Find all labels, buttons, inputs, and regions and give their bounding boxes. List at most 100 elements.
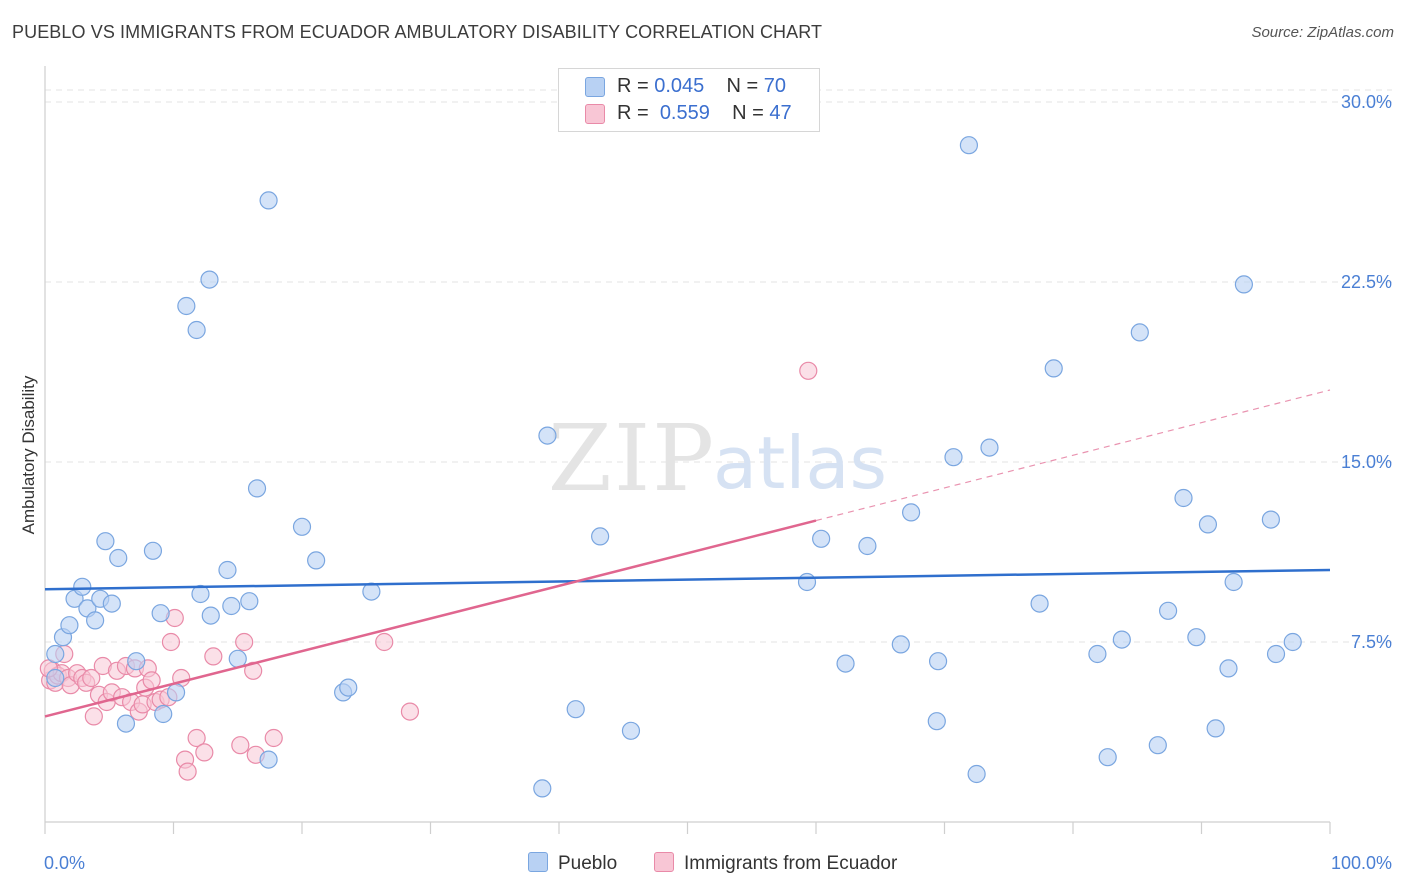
watermark: ZIP atlas (548, 405, 887, 512)
pueblo-point (836, 654, 855, 673)
pueblo-point (154, 704, 173, 724)
pueblo-point (1158, 601, 1178, 620)
pueblo-point (1098, 748, 1117, 767)
pueblo-point (928, 652, 948, 671)
pueblo-point (339, 678, 358, 697)
pueblo-point (240, 592, 259, 611)
legend-n-value-ecuador: 47 (769, 102, 792, 124)
pueblo-points (46, 136, 1302, 798)
pueblo-point (201, 606, 220, 625)
pueblo-point (143, 541, 163, 560)
bottom-legend-pueblo: Pueblo (528, 852, 617, 875)
source-credit: Source: ZipAtlas.com (1251, 24, 1394, 41)
pueblo-point (200, 270, 219, 289)
pueblo-point (222, 596, 241, 616)
x-tick-label: 0.0% (44, 853, 85, 873)
pueblo-point (1088, 644, 1107, 664)
pueblo-point (858, 536, 877, 556)
legend-r-label: R = (617, 102, 655, 124)
ecuador-point (799, 361, 818, 380)
pueblo-point (1130, 323, 1149, 342)
pueblo-point (1261, 510, 1280, 529)
ecuador-point (264, 728, 283, 748)
pueblo-point (46, 644, 65, 664)
pueblo-point (218, 560, 237, 580)
y-tick-label: 15.0% (1341, 452, 1392, 472)
ecuador-point (400, 702, 420, 721)
ecuador-point (204, 647, 223, 666)
grid-lines (45, 89, 1392, 643)
bottom-legend-label-pueblo: Pueblo (558, 853, 618, 874)
pueblo-point (812, 529, 831, 548)
pueblo-point (177, 296, 196, 316)
pueblo-point (307, 551, 326, 570)
pueblo-point (621, 721, 641, 740)
legend-r-value-ecuador: 0.559 (659, 102, 710, 124)
pueblo-point (967, 764, 986, 784)
pueblo-point (1112, 630, 1131, 649)
pueblo-point (116, 714, 136, 733)
pueblo-point (891, 635, 910, 654)
y-tick-label: 7.5% (1351, 632, 1392, 652)
pueblo-point (127, 652, 146, 671)
watermark-zip: ZIP (548, 405, 716, 512)
pueblo-point (959, 136, 979, 155)
pueblo-point (980, 438, 999, 457)
pueblo-point (73, 577, 92, 596)
ecuador-point (187, 728, 206, 748)
legend-n-label: N = (732, 102, 770, 124)
pueblo-point (533, 779, 552, 798)
pueblo-point (1234, 275, 1254, 294)
legend-n-label: N = (726, 75, 764, 97)
pueblo-point (259, 750, 278, 769)
pueblo-point (96, 532, 115, 551)
ecuador-trend-line (44, 519, 817, 718)
legend-r-value-pueblo: 0.045 (654, 75, 705, 97)
bottom-legend-swatch-ecuador (654, 852, 674, 872)
ecuador-point (235, 632, 254, 652)
pueblo-point (901, 503, 921, 522)
pueblo-point (566, 700, 585, 719)
pueblo-point (1266, 644, 1286, 664)
pueblo-point (927, 712, 946, 731)
pueblo-point (797, 572, 817, 592)
pueblo-point (247, 479, 267, 498)
pueblo-point (1206, 719, 1225, 738)
legend-swatch-pueblo (585, 77, 605, 97)
legend-r-label: R = (617, 75, 655, 97)
pueblo-point (102, 594, 121, 613)
pueblo-point (1198, 515, 1218, 534)
trend-lines (44, 389, 1331, 718)
pueblo-point (944, 448, 963, 467)
correlation-legend: R = 0.045 N = 70 R = 0.559 N = 47 (558, 68, 820, 132)
ecuador-point (375, 632, 394, 652)
ecuador-point (161, 632, 181, 652)
pueblo-point (1148, 736, 1167, 755)
pueblo-point (1174, 488, 1193, 508)
ecuador-point (231, 736, 250, 755)
x-tick-label: 100.0% (1331, 853, 1392, 873)
y-tick-label: 22.5% (1341, 272, 1392, 292)
bottom-legend-ecuador: Immigrants from Ecuador (654, 852, 897, 875)
axes (44, 66, 1331, 834)
ecuador-point (178, 762, 197, 781)
pueblo-point (151, 604, 170, 623)
pueblo-point (187, 320, 206, 340)
legend-swatch-ecuador (585, 104, 605, 124)
y-tick-label: 30.0% (1341, 92, 1392, 112)
pueblo-point (166, 683, 186, 702)
bottom-legend-label-ecuador: Immigrants from Ecuador (684, 853, 898, 874)
ecuador-point (195, 743, 214, 762)
bottom-legend-swatch-pueblo (528, 852, 548, 872)
pueblo-point (1283, 632, 1302, 652)
pueblo-point (109, 548, 128, 568)
ecuador-point (84, 707, 103, 726)
pueblo-point (292, 517, 312, 536)
pueblo-point (1219, 659, 1238, 678)
chart-title: PUEBLO VS IMMIGRANTS FROM ECUADOR AMBULA… (12, 22, 823, 42)
pueblo-point (591, 527, 610, 546)
ecuador-point (142, 671, 161, 690)
ecuador-trend-extension (815, 389, 1331, 522)
ecuador-point (82, 668, 101, 688)
